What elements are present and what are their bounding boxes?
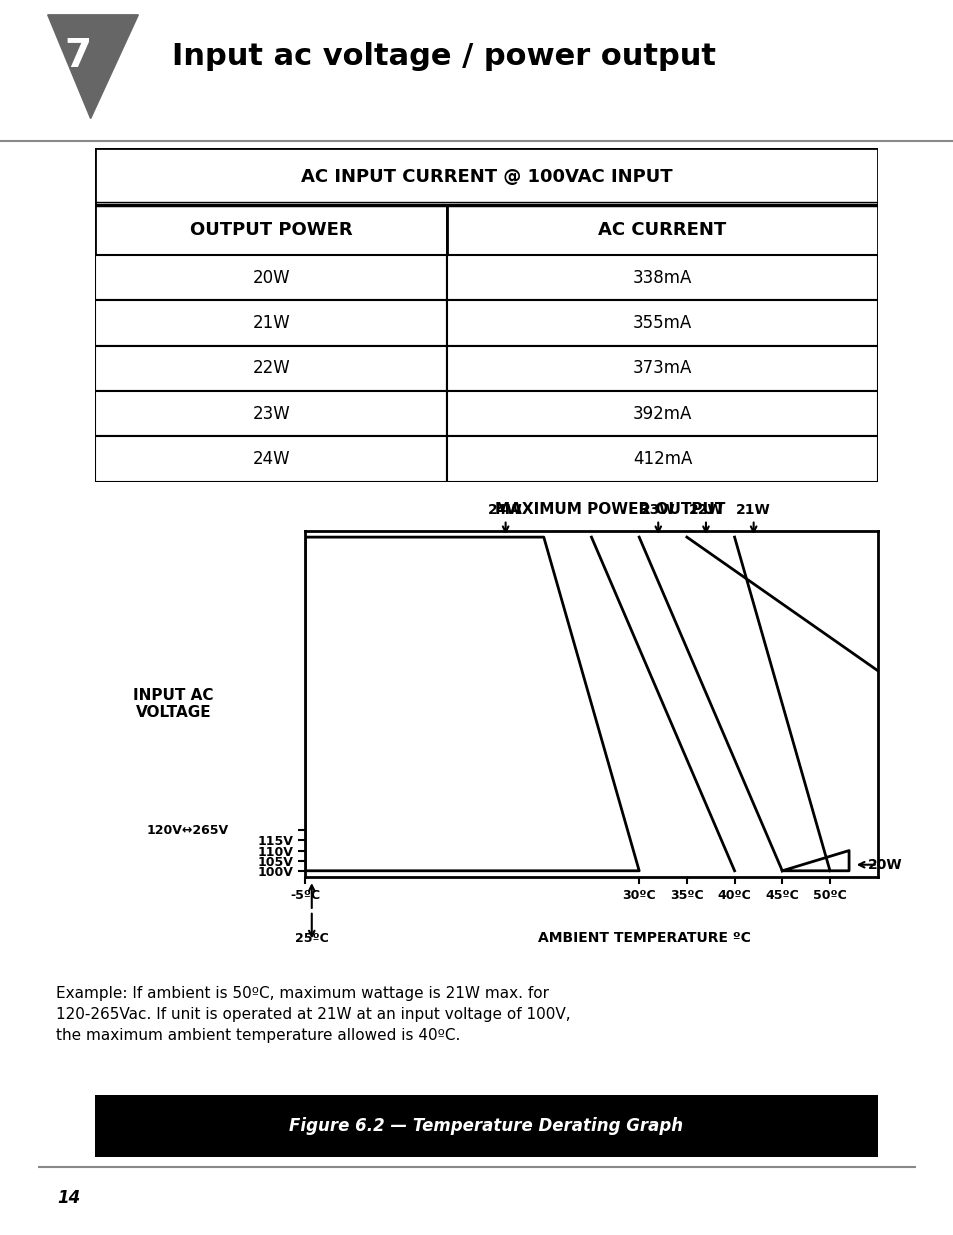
Text: 25ºC: 25ºC [294,931,328,945]
Text: Input ac voltage / power output: Input ac voltage / power output [172,42,715,70]
Bar [95,148,877,205]
Bar [447,391,877,436]
Bar [447,300,877,346]
Text: 20W: 20W [867,858,902,872]
Text: 412mA: 412mA [632,450,692,468]
Text: 355mA: 355mA [632,314,692,332]
Text: OUTPUT POWER: OUTPUT POWER [190,221,353,238]
Bar [95,436,447,482]
Text: INPUT AC
VOLTAGE: INPUT AC VOLTAGE [133,688,213,720]
Bar [447,346,877,391]
Text: AMBIENT TEMPERATURE ºC: AMBIENT TEMPERATURE ºC [537,931,751,945]
Text: 7: 7 [65,37,91,75]
Bar [95,300,447,346]
Text: 23W: 23W [640,503,675,532]
Text: 338mA: 338mA [632,268,692,287]
Polygon shape [48,15,138,119]
Bar [447,254,877,300]
Text: 373mA: 373mA [632,359,692,377]
Text: 24W: 24W [488,503,522,532]
Text: MAXIMUM POWER OUTPUT: MAXIMUM POWER OUTPUT [495,501,725,517]
Bar [95,391,447,436]
Text: 20W: 20W [253,268,290,287]
Bar [447,205,877,254]
Text: 14: 14 [57,1189,80,1207]
Text: 392mA: 392mA [632,405,692,422]
Text: 120V↔265V: 120V↔265V [147,824,229,837]
Bar [95,254,447,300]
Text: Example: If ambient is 50ºC, maximum wattage is 21W max. for
120-265Vac. If unit: Example: If ambient is 50ºC, maximum wat… [55,987,570,1044]
Bar [95,205,447,254]
Text: 24W: 24W [253,450,290,468]
Text: 22W: 22W [688,503,722,532]
Text: 21W: 21W [736,503,770,532]
Text: 21W: 21W [253,314,290,332]
Text: AC INPUT CURRENT @ 100VAC INPUT: AC INPUT CURRENT @ 100VAC INPUT [300,168,672,185]
Text: 22W: 22W [253,359,290,377]
Text: 23W: 23W [253,405,290,422]
Bar [95,346,447,391]
Text: Figure 6.2 — Temperature Derating Graph: Figure 6.2 — Temperature Derating Graph [289,1118,683,1135]
Bar [447,436,877,482]
Text: AC CURRENT: AC CURRENT [598,221,726,238]
